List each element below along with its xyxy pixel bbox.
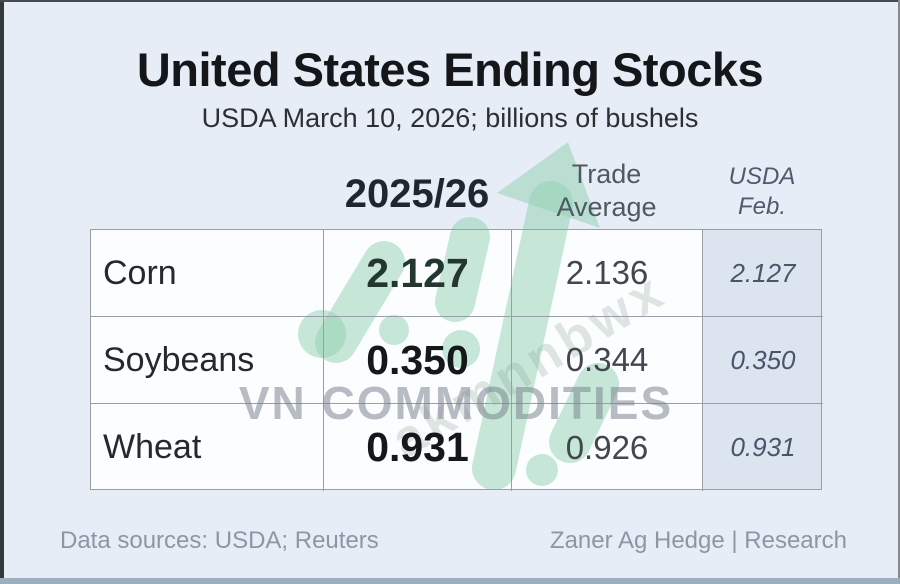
data-sources-note: Data sources: USDA; Reuters — [60, 527, 379, 554]
attribution-note: Zaner Ag Hedge | Research — [549, 527, 847, 554]
frame-edge-top — [0, 0, 900, 2]
row-corn-usda-feb-value: 2.127 — [703, 230, 823, 317]
page-title: United States Ending Stocks — [136, 43, 764, 96]
row-corn-commodity: Corn — [91, 230, 324, 317]
row-corn-current-value: 2.127 — [324, 230, 512, 317]
row-soybeans-trade-average-value: 0.344 — [512, 317, 703, 404]
row-soybeans-current-value: 0.350 — [324, 317, 512, 404]
column-header-usda-feb: USDA Feb. — [728, 163, 796, 221]
stocks-table: Corn 2.127 2.136 2.127 Soybeans 0.350 0.… — [90, 229, 823, 491]
frame-edge-left — [0, 0, 4, 584]
row-wheat-usda-feb-value: 0.931 — [730, 432, 796, 462]
frame-edge-bottom — [0, 578, 900, 584]
usda-feb-column-shading — [702, 229, 822, 490]
frame-edge-right — [898, 0, 900, 584]
row-soybeans-commodity: Soybeans — [91, 317, 324, 404]
page-subtitle: USDA March 10, 2026; billions of bushels — [201, 103, 699, 133]
row-soybeans-usda-feb-value: 0.350 — [703, 317, 823, 404]
row-corn-trade-average-value: 2.136 — [512, 230, 703, 317]
row-wheat-current-value: 0.931 — [324, 404, 512, 491]
column-header-trade-average: Trade Average — [556, 159, 657, 222]
column-header-2025-26: 2025/26 — [344, 172, 490, 216]
row-wheat-trade-average-value: 0.926 — [512, 404, 703, 491]
row-wheat-commodity: Wheat — [91, 404, 324, 491]
